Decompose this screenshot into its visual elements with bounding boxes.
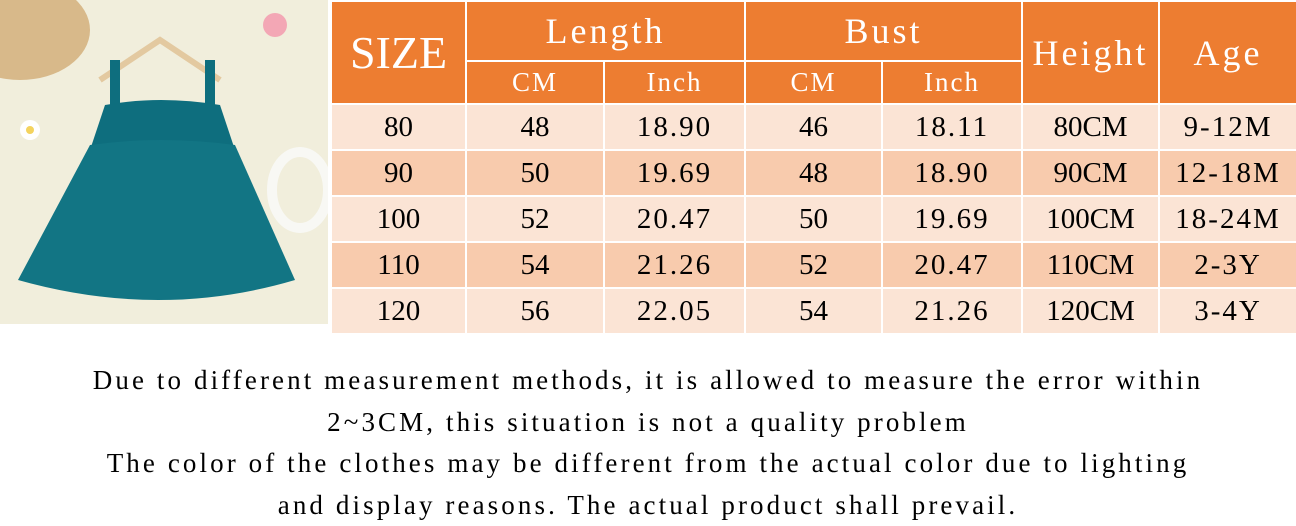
cell-age: 9-12M [1159, 104, 1296, 150]
note-line: The color of the clothes may be differen… [0, 443, 1296, 485]
cell-age: 12-18M [1159, 150, 1296, 196]
header-length-cm: CM [466, 61, 604, 104]
cell-size: 120 [331, 288, 466, 334]
header-height: Height [1022, 1, 1159, 104]
cell-bust-cm: 46 [745, 104, 882, 150]
cell-bust-inch: 21.26 [882, 288, 1022, 334]
cell-height: 80CM [1022, 104, 1159, 150]
cell-height: 100CM [1022, 196, 1159, 242]
cell-bust-inch: 19.69 [882, 196, 1022, 242]
cell-length-cm: 54 [466, 242, 604, 288]
cell-size: 110 [331, 242, 466, 288]
cell-length-cm: 50 [466, 150, 604, 196]
cell-size: 90 [331, 150, 466, 196]
cell-height: 110CM [1022, 242, 1159, 288]
header-bust: Bust [745, 1, 1022, 61]
header-length-inch: Inch [604, 61, 745, 104]
cell-bust-cm: 50 [745, 196, 882, 242]
header-size: SIZE [331, 1, 466, 104]
header-age: Age [1159, 1, 1296, 104]
header-bust-inch: Inch [882, 61, 1022, 104]
cell-bust-cm: 48 [745, 150, 882, 196]
cell-length-cm: 56 [466, 288, 604, 334]
cell-length-cm: 52 [466, 196, 604, 242]
header-length: Length [466, 1, 745, 61]
cell-length-inch: 22.05 [604, 288, 745, 334]
cell-age: 2-3Y [1159, 242, 1296, 288]
notes: Due to different measurement methods, it… [0, 360, 1296, 526]
cell-height: 120CM [1022, 288, 1159, 334]
cell-age: 3-4Y [1159, 288, 1296, 334]
size-chart-table: SIZE Length Bust Height Age CM Inch CM I… [330, 0, 1296, 335]
cell-length-inch: 18.90 [604, 104, 745, 150]
cell-bust-inch: 20.47 [882, 242, 1022, 288]
cell-bust-cm: 52 [745, 242, 882, 288]
note-line: 2~3CM, this situation is not a quality p… [0, 402, 1296, 444]
cell-length-inch: 19.69 [604, 150, 745, 196]
cell-length-cm: 48 [466, 104, 604, 150]
cell-bust-inch: 18.90 [882, 150, 1022, 196]
note-line: and display reasons. The actual product … [0, 485, 1296, 526]
product-photo [0, 0, 328, 324]
cell-age: 18-24M [1159, 196, 1296, 242]
cell-height: 90CM [1022, 150, 1159, 196]
cell-size: 100 [331, 196, 466, 242]
cell-bust-cm: 54 [745, 288, 882, 334]
note-line: Due to different measurement methods, it… [0, 360, 1296, 402]
cell-bust-inch: 18.11 [882, 104, 1022, 150]
cell-length-inch: 20.47 [604, 196, 745, 242]
cell-length-inch: 21.26 [604, 242, 745, 288]
cell-size: 80 [331, 104, 466, 150]
header-bust-cm: CM [745, 61, 882, 104]
